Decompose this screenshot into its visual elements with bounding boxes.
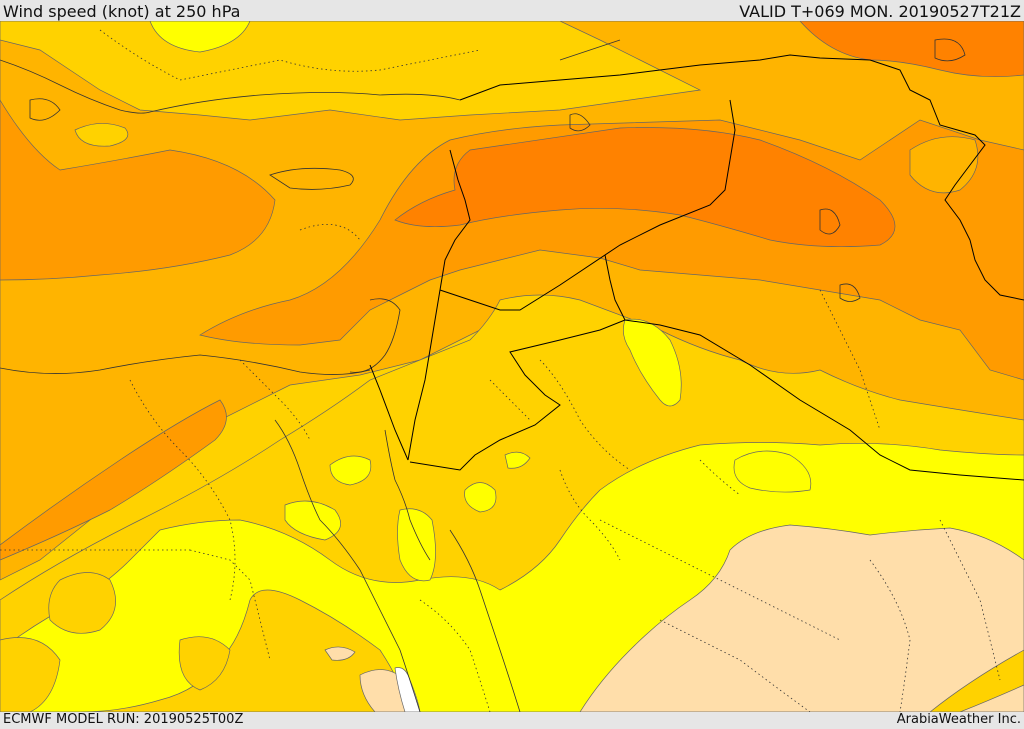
- contour-band-dark-orange-ne: [799, 21, 1024, 77]
- contour-band-gold-isle: [74, 123, 129, 147]
- contour-band-gold-pocket2: [178, 636, 231, 691]
- contour-band-gold-topnotch: [149, 21, 251, 53]
- contour-band-yellow-blob4: [504, 451, 531, 469]
- province-borders: [0, 29, 1001, 712]
- contour-band-dark-orange-core: [394, 127, 896, 248]
- contour-band-gold-se: [929, 649, 1024, 712]
- contour-band-white-patch: [394, 667, 421, 712]
- contour-band-light-orange-ne: [909, 136, 979, 194]
- model-run-label: ECMWF MODEL RUN: 20190525T00Z: [3, 712, 244, 727]
- credit-label: ArabiaWeather Inc.: [896, 712, 1021, 727]
- contour-band-orange-sw: [0, 399, 227, 561]
- country-borders: [369, 54, 1024, 481]
- header-bar: Wind speed (knot) at 250 hPa VALID T+069…: [0, 0, 1024, 21]
- contour-band-yellow-blob1: [623, 318, 682, 407]
- contour-band-yellow-blob7: [733, 450, 812, 493]
- contour-band-tan-small1: [324, 646, 356, 661]
- contour-band-yellow-blob6: [397, 508, 436, 582]
- footer-bar: ECMWF MODEL RUN: 20190525T00Z ArabiaWeat…: [0, 712, 1024, 729]
- map-title: Wind speed (knot) at 250 hPa: [3, 2, 241, 21]
- wind-speed-map[interactable]: [0, 21, 1024, 712]
- contour-band-gold-pocket1: [48, 572, 116, 634]
- valid-time: VALID T+069 MON. 20190527T21Z: [739, 2, 1021, 21]
- contour-band-orange-west: [0, 99, 276, 281]
- contour-band-yellow-blob2: [329, 455, 372, 486]
- contour-band-gold-pocket3: [0, 637, 61, 712]
- contour-band-tan-se: [579, 524, 1024, 712]
- contour-band-yellow-blob5: [284, 500, 341, 541]
- coastlines: [0, 38, 966, 712]
- contour-band-yellow-blob3: [464, 482, 497, 513]
